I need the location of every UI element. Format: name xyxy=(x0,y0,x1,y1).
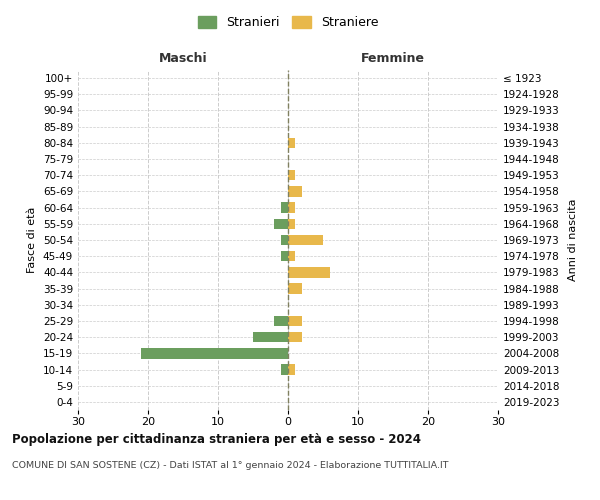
Bar xyxy=(288,170,295,180)
Bar xyxy=(288,218,295,229)
Bar xyxy=(281,202,288,213)
Bar xyxy=(253,332,288,342)
Bar xyxy=(274,218,288,229)
Text: COMUNE DI SAN SOSTENE (CZ) - Dati ISTAT al 1° gennaio 2024 - Elaborazione TUTTIT: COMUNE DI SAN SOSTENE (CZ) - Dati ISTAT … xyxy=(12,460,449,469)
Bar xyxy=(281,251,288,262)
Legend: Stranieri, Straniere: Stranieri, Straniere xyxy=(193,11,383,34)
Bar xyxy=(288,267,330,278)
Y-axis label: Fasce di età: Fasce di età xyxy=(28,207,37,273)
Bar xyxy=(288,316,302,326)
Bar xyxy=(288,138,295,148)
Y-axis label: Anni di nascita: Anni di nascita xyxy=(568,198,578,281)
Text: Maschi: Maschi xyxy=(158,52,208,66)
Bar xyxy=(281,234,288,246)
Bar xyxy=(288,332,302,342)
Bar xyxy=(288,202,295,213)
Bar xyxy=(141,348,288,358)
Text: Femmine: Femmine xyxy=(361,52,425,66)
Bar xyxy=(288,364,295,375)
Bar xyxy=(274,316,288,326)
Text: Popolazione per cittadinanza straniera per età e sesso - 2024: Popolazione per cittadinanza straniera p… xyxy=(12,432,421,446)
Bar xyxy=(281,364,288,375)
Bar xyxy=(288,284,302,294)
Bar xyxy=(288,251,295,262)
Bar xyxy=(288,186,302,196)
Bar xyxy=(288,234,323,246)
